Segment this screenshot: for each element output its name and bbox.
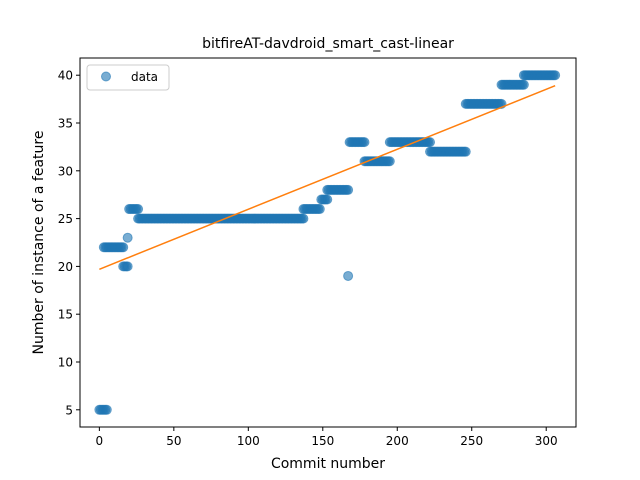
y-tick-label: 5: [65, 403, 73, 417]
data-point: [550, 70, 561, 81]
x-tick-label: 300: [535, 434, 558, 448]
legend-marker-data: [101, 71, 111, 82]
x-axis-label: Commit number: [271, 456, 385, 472]
data-point: [101, 404, 112, 415]
legend-box: [86, 64, 170, 91]
data-point: [122, 261, 133, 272]
y-tick-label: 35: [58, 117, 73, 131]
fit-line: [99, 85, 556, 270]
x-tick-label: 250: [460, 434, 483, 448]
y-tick-label: 20: [58, 260, 73, 274]
y-tick-label: 40: [58, 69, 73, 83]
data-point: [359, 137, 370, 148]
plot-area: [94, 70, 561, 415]
x-tick-label: 0: [96, 434, 104, 448]
y-axis: 5 10 15 20 25 30 35 40: [58, 69, 80, 417]
data-point: [425, 137, 436, 148]
data-point: [322, 194, 333, 205]
data-point: [122, 232, 133, 243]
legend-label-data: data: [131, 70, 158, 84]
x-tick-label: 150: [311, 434, 334, 448]
data-point: [298, 213, 309, 224]
y-axis-label: Number of instance of a feature: [31, 131, 47, 355]
y-tick-label: 15: [58, 308, 73, 322]
y-tick-label: 30: [58, 164, 73, 178]
x-axis: 0 50 100 150 200 250 300: [96, 427, 558, 448]
x-tick-label: 100: [237, 434, 260, 448]
chart-title: bitfireAT-davdroid_smart_cast-linear: [202, 36, 454, 52]
plot-frame: [79, 57, 577, 428]
y-tick-label: 25: [58, 212, 73, 226]
data-point: [343, 184, 354, 195]
data-point: [460, 146, 471, 157]
x-tick-label: 50: [166, 434, 181, 448]
data-point: [384, 156, 395, 167]
data-point: [343, 270, 354, 281]
x-tick-label: 200: [386, 434, 409, 448]
y-tick-label: 10: [58, 355, 73, 369]
data-point: [314, 204, 325, 215]
data-point: [118, 242, 129, 253]
legend: data: [86, 64, 170, 91]
data-point: [133, 204, 144, 215]
data-point: [518, 79, 529, 90]
